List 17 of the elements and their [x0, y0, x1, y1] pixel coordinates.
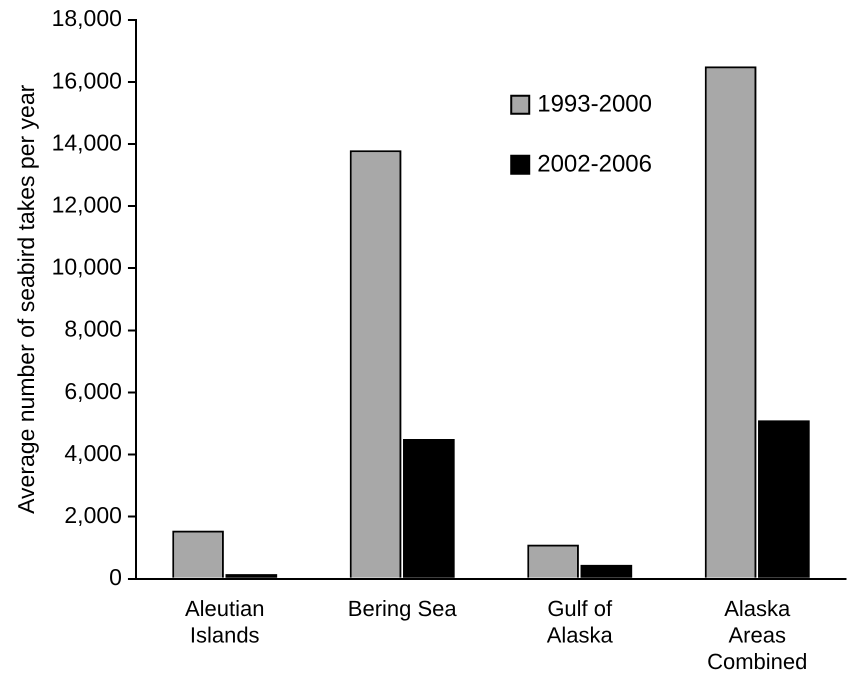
legend-label: 2002-2006	[537, 150, 652, 178]
legend-label: 1993-2000	[537, 90, 652, 118]
x-tick-label: Gulf of Alaska	[546, 596, 614, 648]
y-tick-label: 6,000	[64, 378, 122, 404]
x-tick-label: Bering Sea	[348, 596, 458, 622]
y-tick-label: 14,000	[52, 129, 122, 156]
x-tick-label: Aleutian Islands	[184, 596, 264, 648]
y-tick-label: 4,000	[64, 440, 122, 466]
y-tick-label: 10,000	[52, 254, 122, 280]
y-tick-label: 0	[109, 564, 122, 590]
y-tick-label: 8,000	[64, 316, 122, 342]
y-tick-label: 16,000	[52, 67, 122, 94]
y-tick-label: 18,000	[52, 5, 122, 32]
y-tick-label: 2,000	[64, 502, 122, 528]
y-tick-label: 12,000	[52, 191, 122, 218]
x-tick-label: Alaska Areas Combined	[707, 596, 808, 674]
y-axis-title: Average number of seabird takes per year	[13, 84, 40, 514]
